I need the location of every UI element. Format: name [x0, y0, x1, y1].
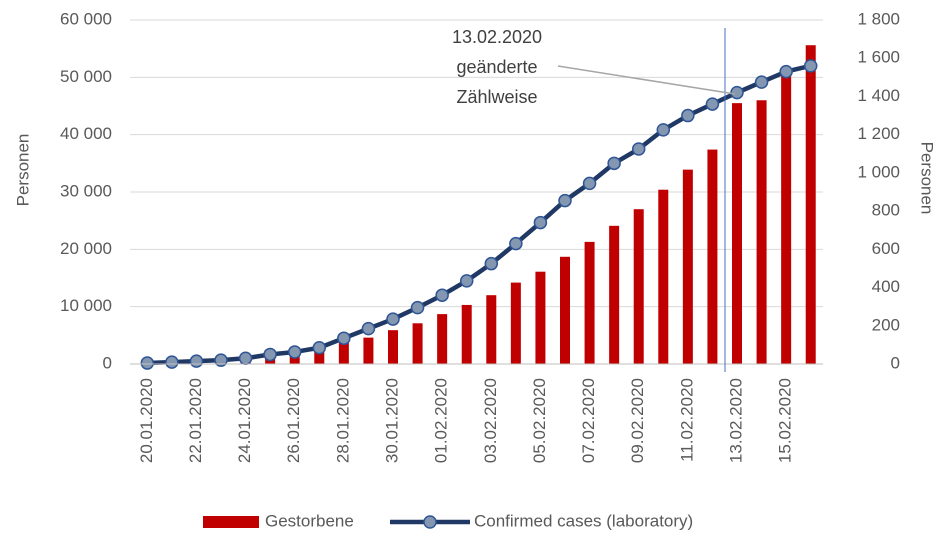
legend-swatch — [203, 516, 259, 528]
legend-label: Confirmed cases (laboratory) — [474, 511, 693, 530]
x-tick-label: 09.02.2020 — [628, 378, 647, 463]
line-marker — [435, 288, 449, 302]
bar — [461, 304, 472, 364]
bar — [560, 256, 570, 364]
bar — [633, 209, 644, 364]
y2-tick-label: 400 — [872, 277, 900, 296]
annotation: geänderte — [456, 57, 537, 77]
bar — [412, 323, 423, 364]
y-tick-label: 10 000 — [60, 296, 112, 315]
line-marker — [509, 236, 523, 251]
line — [147, 63, 812, 366]
line-marker — [214, 353, 228, 367]
y2-tick-label: 600 — [872, 239, 900, 258]
bar — [388, 330, 398, 364]
y-tick-label: 0 — [103, 353, 112, 372]
bar — [781, 74, 792, 364]
bar — [338, 341, 349, 364]
y2-tick-label: 1 800 — [857, 9, 900, 28]
line-marker — [558, 193, 572, 208]
line-marker — [263, 347, 277, 362]
y2-tick-label: 1 200 — [857, 124, 900, 143]
annotation: Zählweise — [456, 87, 537, 107]
bar — [805, 45, 816, 365]
bar — [682, 169, 693, 364]
y2-axis-label: Personen — [918, 142, 937, 215]
y2-tick-label: 1 400 — [857, 86, 900, 105]
y-tick-label: 50 000 — [60, 67, 112, 86]
line-marker — [386, 312, 400, 326]
line-marker — [287, 345, 302, 359]
bar — [609, 225, 620, 364]
line-marker — [410, 300, 425, 315]
line-marker — [705, 97, 720, 111]
x-tick-label: 07.02.2020 — [579, 378, 598, 463]
line-marker — [803, 59, 818, 73]
x-tick-label: 30.01.2020 — [382, 378, 401, 463]
line-marker — [312, 341, 327, 355]
y-tick-label: 20 000 — [60, 239, 112, 258]
bar — [756, 100, 767, 365]
x-tick-label: 11.02.2020 — [677, 378, 696, 462]
x-tick-label: 05.02.2020 — [530, 378, 549, 463]
line-marker — [681, 108, 695, 123]
line-marker — [361, 321, 376, 336]
y2-tick-label: 1 000 — [857, 162, 900, 181]
y-tick-label: 60 000 — [60, 9, 112, 28]
y-tick-label: 30 000 — [60, 181, 112, 200]
line-marker — [656, 123, 671, 137]
legend-swatch — [423, 515, 437, 529]
line-marker — [459, 274, 474, 288]
line-marker — [730, 85, 744, 100]
y2-tick-label: 0 — [891, 353, 900, 372]
line-marker — [582, 176, 597, 191]
bar — [658, 189, 669, 364]
bar — [289, 353, 300, 364]
bar — [314, 348, 325, 364]
bar — [535, 271, 546, 364]
bar — [510, 282, 521, 364]
bar — [707, 149, 718, 364]
line-marker — [189, 354, 204, 368]
annotation: 13.02.2020 — [452, 27, 542, 47]
line-marker — [607, 156, 621, 171]
line-marker — [238, 351, 253, 366]
bar — [584, 241, 595, 364]
y-axis-label: Personen — [13, 134, 32, 207]
y2-tick-label: 1 600 — [857, 48, 900, 67]
y-tick-label: 40 000 — [60, 124, 112, 143]
x-tick-label: 13.02.2020 — [726, 378, 745, 463]
x-tick-label: 26.01.2020 — [284, 378, 303, 463]
bar — [437, 314, 448, 364]
line-marker — [779, 64, 793, 79]
bar — [363, 337, 374, 364]
x-tick-label: 22.01.2020 — [186, 378, 205, 463]
x-tick-label: 01.02.2020 — [432, 378, 451, 463]
line-marker — [533, 215, 548, 230]
x-tick-label: 15.02.2020 — [776, 378, 795, 463]
legend-label: Gestorbene — [265, 511, 354, 530]
line-marker — [140, 356, 155, 370]
line-marker — [631, 142, 646, 156]
line-marker — [165, 355, 179, 369]
bar — [732, 103, 742, 364]
line-marker — [754, 75, 769, 89]
line-marker — [484, 256, 499, 271]
x-tick-label: 20.01.2020 — [137, 378, 156, 463]
line-marker — [337, 331, 351, 345]
x-tick-label: 28.01.2020 — [333, 378, 352, 463]
y2-tick-label: 200 — [872, 315, 900, 334]
y2-tick-label: 800 — [872, 201, 900, 220]
bar — [486, 295, 497, 364]
annotation-leader — [557, 65, 736, 95]
x-tick-label: 03.02.2020 — [481, 378, 500, 463]
x-tick-label: 24.01.2020 — [235, 378, 254, 463]
